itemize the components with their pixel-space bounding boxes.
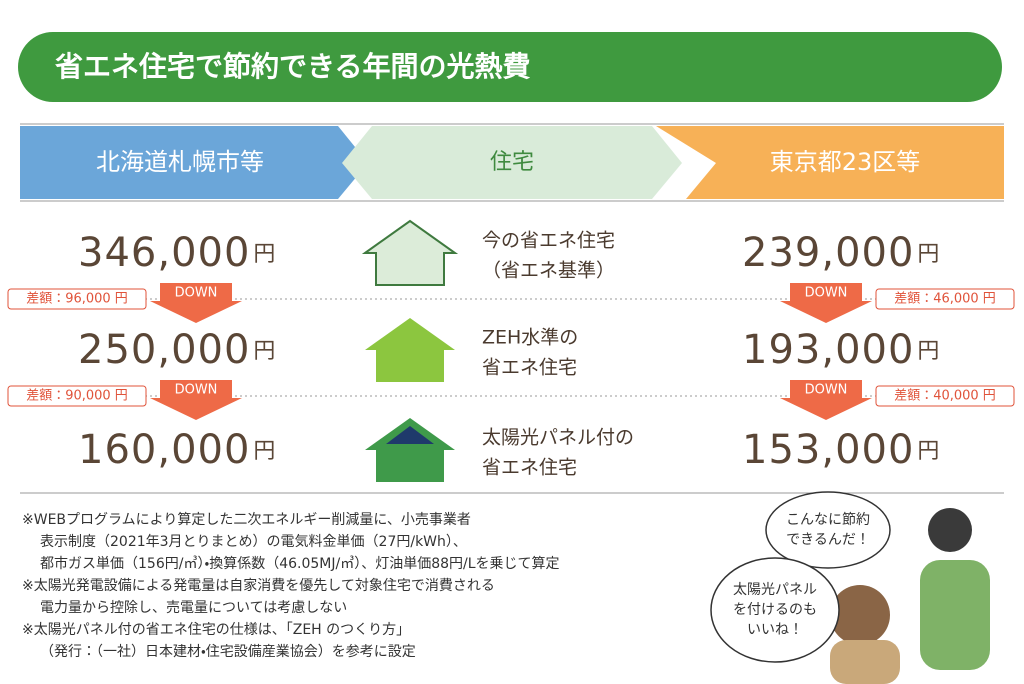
header-center: 住宅 bbox=[490, 150, 534, 175]
house-label: 今の省エネ住宅 bbox=[482, 230, 615, 252]
speech-bubble bbox=[710, 557, 840, 663]
down-label: DOWN bbox=[175, 383, 218, 398]
speech-text: 太陽光パネル bbox=[733, 582, 817, 598]
down-arrow bbox=[150, 380, 242, 420]
house-icon bbox=[365, 418, 455, 482]
header-right-band bbox=[656, 126, 1004, 199]
amount-left: 250,000 円 bbox=[78, 327, 275, 373]
amount-unit: 円 bbox=[917, 439, 939, 464]
house-icon bbox=[361, 219, 459, 286]
house-label: 太陽光パネル付の bbox=[482, 427, 634, 449]
house-label: ZEH水準の bbox=[482, 327, 578, 349]
down-label: DOWN bbox=[805, 383, 848, 398]
amount-right: 193,000 円 bbox=[742, 327, 939, 373]
down-arrow bbox=[780, 283, 872, 323]
difference-label: 差額：46,000 円 bbox=[894, 292, 996, 307]
difference-box bbox=[7, 288, 147, 310]
difference-label: 差額：40,000 円 bbox=[894, 389, 996, 404]
speech-text: こんなに節約 bbox=[786, 511, 870, 528]
note-line: ※太陽光発電設備による発電量は自家消費を優先して対象住宅で消費される bbox=[22, 577, 495, 594]
amount-value: 239,000 bbox=[742, 230, 914, 276]
amount-unit: 円 bbox=[917, 242, 939, 267]
header-left: 北海道札幌市等 bbox=[96, 148, 264, 176]
solar-panel bbox=[386, 426, 434, 444]
amount-value: 160,000 bbox=[78, 427, 250, 473]
amount-unit: 円 bbox=[253, 339, 275, 364]
amount-value: 346,000 bbox=[78, 230, 250, 276]
amount-right: 153,000 円 bbox=[742, 427, 939, 473]
amount-value: 193,000 bbox=[742, 327, 914, 373]
note-line: 表示制度（2021年3月とりまとめ）の電気料金単価（27円/kWh）、 bbox=[40, 534, 467, 550]
note-line: （発行：（一社）日本建材・住宅設備産業協会）を参考に設定 bbox=[40, 644, 416, 660]
note-line: 電力量から控除し、売電量については考慮しない bbox=[40, 600, 347, 616]
house-icon bbox=[365, 318, 455, 382]
down-arrow bbox=[150, 283, 242, 323]
speech-text: できるんだ！ bbox=[786, 532, 870, 548]
note-line: ※太陽光パネル付の省エネ住宅の仕様は、「ZEH のつくり方」 bbox=[22, 622, 410, 638]
note-line: 都市ガス単価（156円/㎥）・換算係数（46.05MJ/㎥）、灯油単価88円/L… bbox=[40, 556, 560, 572]
down-arrow bbox=[780, 380, 872, 420]
note-line: ※WEBプログラムにより算定した二次エネルギー削減量に、小売事業者 bbox=[22, 511, 471, 528]
difference-box bbox=[875, 288, 1015, 310]
amount-unit: 円 bbox=[917, 339, 939, 364]
title: 省エネ住宅で節約できる年間の光熱費 bbox=[55, 50, 530, 83]
house-label: 省エネ住宅 bbox=[482, 457, 577, 479]
amount-right: 239,000 円 bbox=[742, 230, 939, 276]
header-left-band bbox=[20, 126, 368, 199]
illustration bbox=[830, 508, 990, 684]
house-label: （省エネ基準） bbox=[482, 260, 615, 282]
amount-unit: 円 bbox=[253, 439, 275, 464]
amount-value: 153,000 bbox=[742, 427, 914, 473]
house-label: 省エネ住宅 bbox=[482, 357, 577, 379]
difference-label: 差額：90,000 円 bbox=[26, 389, 128, 404]
down-label: DOWN bbox=[175, 286, 218, 301]
difference-box bbox=[875, 385, 1015, 407]
amount-unit: 円 bbox=[253, 242, 275, 267]
header-center-band bbox=[342, 126, 682, 199]
speech-text: いいね！ bbox=[747, 622, 803, 638]
title-bar bbox=[18, 32, 1002, 102]
difference-box bbox=[7, 385, 147, 407]
down-label: DOWN bbox=[805, 286, 848, 301]
speech-text: を付けるのも bbox=[733, 602, 817, 618]
amount-value: 250,000 bbox=[78, 327, 250, 373]
difference-label: 差額：96,000 円 bbox=[26, 292, 128, 307]
amount-left: 346,000 円 bbox=[78, 230, 275, 276]
header-right: 東京都23区等 bbox=[770, 148, 921, 176]
speech-bubble bbox=[765, 491, 891, 569]
amount-left: 160,000 円 bbox=[78, 427, 275, 473]
